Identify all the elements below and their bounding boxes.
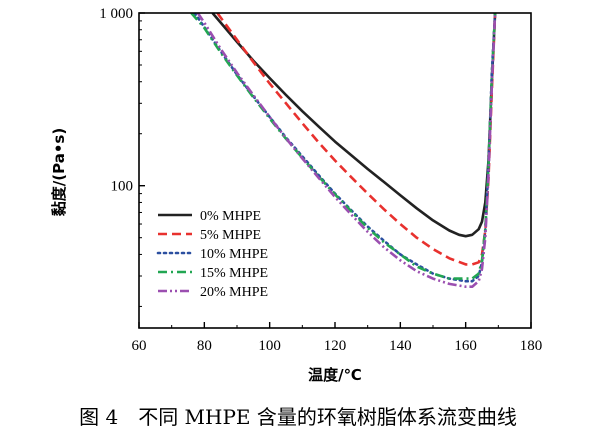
legend-label: 5% MHPE xyxy=(200,228,261,243)
x-tick-label: 100 xyxy=(258,338,281,354)
series-layer xyxy=(190,13,497,288)
series-line-5 xyxy=(196,13,497,288)
x-axis-title: 温度/℃ xyxy=(308,366,362,384)
y-tick-label: 100 xyxy=(111,179,134,195)
legend-label: 10% MHPE xyxy=(200,247,268,262)
y-axis-title: 黏度/(Pa•s) xyxy=(50,128,68,216)
series-line-4 xyxy=(190,13,497,280)
x-tick-label: 160 xyxy=(454,338,477,354)
x-tick-label: 140 xyxy=(389,338,412,354)
x-tick-label: 120 xyxy=(324,338,347,354)
legend-label: 0% MHPE xyxy=(200,209,261,224)
series-line-2 xyxy=(216,13,497,266)
series-line-1 xyxy=(211,13,497,238)
x-tick-label: 60 xyxy=(132,338,147,354)
figure-caption: 图 4 不同 MHPE 含量的环氧树脂体系流变曲线 xyxy=(79,405,517,429)
y-tick-label: 1 000 xyxy=(99,6,133,22)
y-axis: 100 1 000 xyxy=(99,6,145,307)
x-tick-label: 180 xyxy=(520,338,543,354)
legend-label: 15% MHPE xyxy=(200,266,268,281)
legend-label: 20% MHPE xyxy=(200,285,268,300)
legend: 0% MHPE 5% MHPE 10% MHPE 15% MHPE 20% MHPE xyxy=(156,209,268,300)
x-tick-label: 80 xyxy=(197,338,212,354)
x-axis: 60 80 100 120 140 160 180 xyxy=(132,322,543,354)
